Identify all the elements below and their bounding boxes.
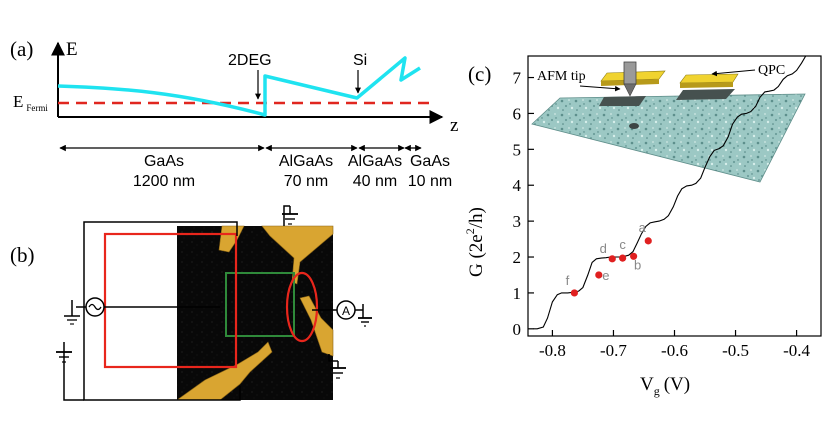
y-axis-label: G (2e2/h) xyxy=(463,207,487,277)
si-annotation: Si xyxy=(353,52,367,69)
circuit-wires xyxy=(63,205,338,401)
conductance-curve xyxy=(533,55,815,330)
y-tick-label: 0 xyxy=(513,320,522,339)
qpc-ellipse xyxy=(285,271,319,343)
afm-inset: AFM tip QPC xyxy=(531,61,806,183)
ammeter-label: A xyxy=(342,304,350,318)
x-axis-label: Vg (V) xyxy=(640,374,690,398)
gate-right xyxy=(299,295,334,357)
y-tick-label: 5 xyxy=(513,140,522,159)
measurement-point-label: a xyxy=(639,220,647,235)
layer-material: AlGaAs xyxy=(348,153,402,170)
ac-source xyxy=(64,297,105,325)
panel-a-label: (a) xyxy=(10,37,33,61)
layer-labels: GaAs 1200 nm AlGaAs 70 nm AlGaAs 40 nm G… xyxy=(133,153,452,190)
gate-bottom xyxy=(176,341,273,401)
inset-qpc-arrow xyxy=(711,69,756,77)
layer-thickness: 70 nm xyxy=(284,173,328,190)
measurement-point xyxy=(630,252,638,260)
inset-tip-label: AFM tip xyxy=(537,69,586,84)
inset-depletion-right xyxy=(676,89,735,100)
panel-c: (c) AFM tip QPC -0.8 -0.7 -0.6 -0.5 -0.4 0 1 2… xyxy=(463,55,822,398)
panel-b: (b) xyxy=(10,205,372,401)
inset-gate-right-side xyxy=(680,82,733,88)
twodeg-annotation: 2DEG xyxy=(228,52,272,69)
panel-c-label: (c) xyxy=(468,62,491,86)
layer-thickness: 40 nm xyxy=(353,173,397,190)
ammeter: A xyxy=(336,300,372,327)
y-tick-label: 3 xyxy=(513,212,522,231)
inset-depletion-left xyxy=(599,96,646,106)
conduction-band-curve xyxy=(57,56,421,117)
layer-thickness: 10 nm xyxy=(408,173,452,190)
gate-region-box xyxy=(103,232,238,369)
layer-material: AlGaAs xyxy=(279,153,333,170)
x-ticks: -0.8 -0.7 -0.6 -0.5 -0.4 xyxy=(539,330,811,360)
scan-area-box xyxy=(225,272,295,337)
z-axis-label: z xyxy=(450,115,458,136)
y-tick-label: 7 xyxy=(513,69,522,88)
y-ticks: 0 1 2 3 4 5 6 7 xyxy=(513,69,534,339)
measurement-point-label: b xyxy=(634,257,641,272)
inset-tip-cone xyxy=(623,83,637,97)
inset-tip-shaft xyxy=(623,61,637,85)
y-tick-label: 1 xyxy=(513,284,522,303)
ground-icon xyxy=(330,361,346,379)
measurement-point xyxy=(619,254,627,262)
measurement-points: f ed cb a xyxy=(566,220,652,297)
y-tick-label: 2 xyxy=(513,248,522,267)
measurement-point xyxy=(570,289,578,297)
x-tick-label: -0.8 xyxy=(539,341,566,360)
measurement-point-label: d xyxy=(600,241,607,256)
layer-material: GaAs xyxy=(410,153,450,170)
x-tick-label: -0.5 xyxy=(722,341,749,360)
y-tick-label: 4 xyxy=(513,176,522,195)
x-tick-label: -0.4 xyxy=(783,341,810,360)
measurement-point-label: e xyxy=(602,268,609,283)
panel-a: (a) E z E Fermi 2DEG Si GaAs 1200 nm AlGa… xyxy=(10,37,458,190)
inset-qpc-label: QPC xyxy=(758,63,785,78)
inset-tip-shadow xyxy=(629,123,639,129)
panel-b-label: (b) xyxy=(10,243,35,267)
layer-material: GaAs xyxy=(144,153,184,170)
measurement-point-label: f xyxy=(566,273,570,288)
inset-sample-surface xyxy=(531,93,806,183)
measurement-point xyxy=(595,271,603,279)
y-tick-label: 6 xyxy=(513,104,522,123)
measurement-point xyxy=(644,237,652,245)
x-tick-label: -0.7 xyxy=(600,341,627,360)
energy-axis-label: E xyxy=(66,39,78,60)
measurement-point xyxy=(608,255,616,263)
layer-thickness: 1200 nm xyxy=(133,173,195,190)
inset-gate-right-top xyxy=(679,73,739,84)
ground-icon xyxy=(282,206,298,225)
fermi-label: E Fermi xyxy=(13,92,48,113)
ground-icon xyxy=(56,342,72,363)
x-tick-label: -0.6 xyxy=(661,341,688,360)
measurement-point-label: c xyxy=(619,237,626,252)
inset-tip-arrow xyxy=(579,85,621,92)
gate-top-right xyxy=(261,225,334,285)
